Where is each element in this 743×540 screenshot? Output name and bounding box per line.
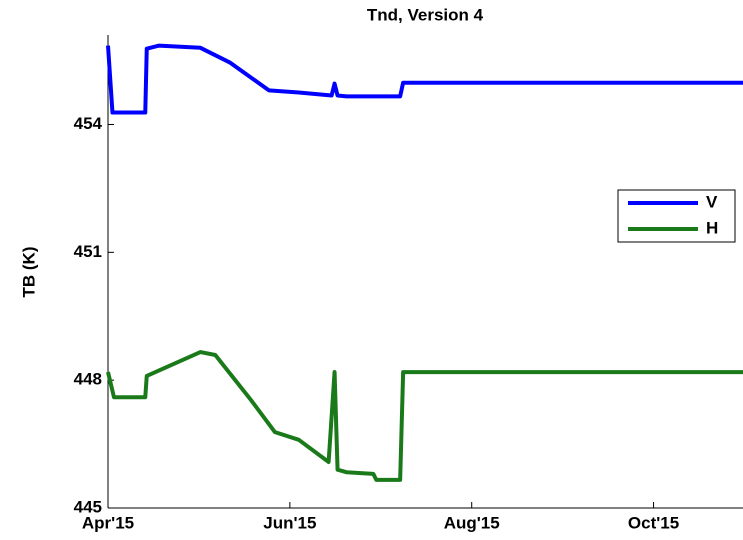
x-tick-label: Aug'15 (444, 513, 500, 532)
data-line (106, 350, 743, 482)
legend-label: H (706, 218, 718, 237)
chart-title: Tnd, Version 4 (367, 5, 484, 24)
legend-box (617, 189, 736, 243)
data-line (106, 43, 743, 115)
legend: VH (617, 189, 736, 243)
y-axis-label: TB (K) (19, 247, 38, 298)
legend-label: V (706, 192, 718, 211)
x-tick-label: Oct'15 (628, 513, 679, 532)
x-tick-label: Apr'15 (82, 513, 134, 532)
y-tick-label: 445 (74, 497, 102, 516)
x-tick-label: Jun'15 (263, 513, 316, 532)
y-tick-label: 454 (74, 114, 103, 133)
y-tick-label: 451 (74, 242, 102, 261)
y-tick-label: 448 (74, 370, 102, 389)
